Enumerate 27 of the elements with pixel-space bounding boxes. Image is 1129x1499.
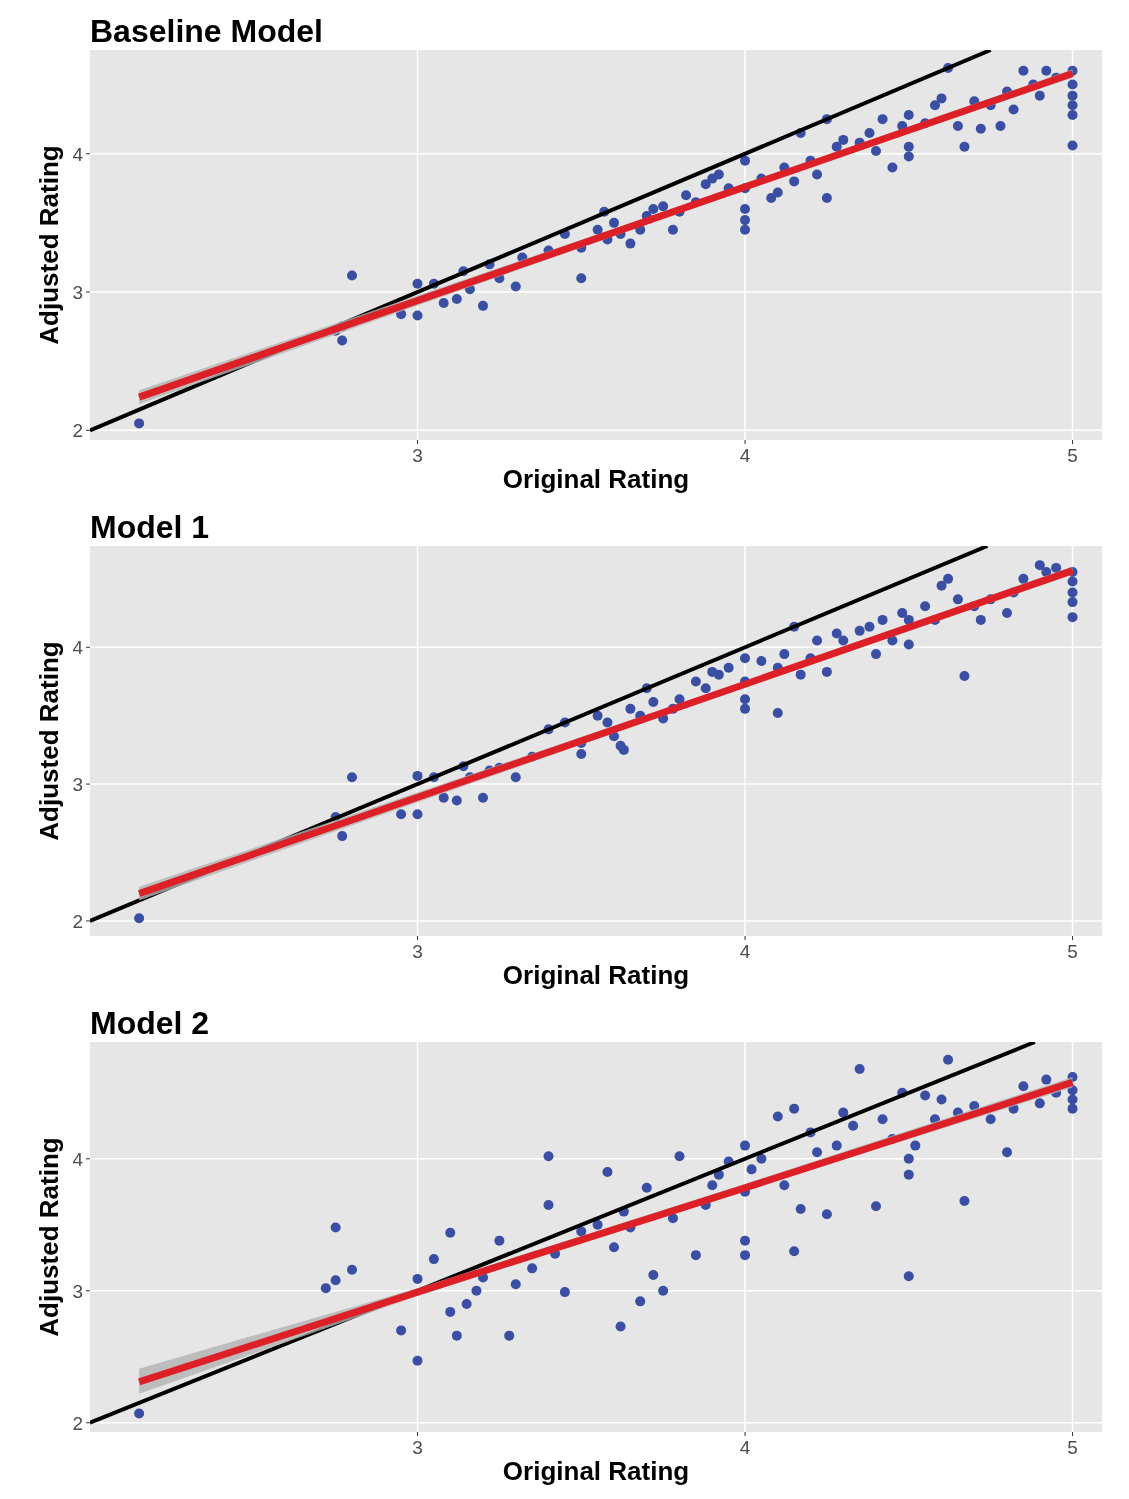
y-axis-title: Adjusted Rating [34, 1137, 64, 1337]
y-tick-label: 4 [72, 143, 84, 165]
y-tick-label: 4 [72, 1148, 84, 1170]
y-tick-label: 3 [72, 774, 83, 796]
x-tick-label: 5 [1067, 445, 1078, 466]
y-tick-label: 3 [72, 282, 83, 304]
x-tick-label: 5 [1067, 941, 1078, 962]
chart-title: Baseline Model [90, 13, 323, 49]
y-tick-label: 2 [72, 1412, 83, 1434]
y-tick-label: 4 [72, 637, 84, 659]
x-tick-label: 5 [1067, 1437, 1078, 1458]
x-axis-title: Original Rating [502, 464, 690, 494]
x-tick-label: 3 [412, 941, 423, 962]
x-tick-label: 3 [412, 445, 423, 466]
y-axis-title: Adjusted Rating [34, 641, 64, 841]
y-tick-label: 2 [72, 420, 83, 442]
chart-title: Model 1 [90, 509, 210, 545]
x-axis-title: Original Rating [502, 960, 690, 990]
x-tick-label: 4 [739, 445, 751, 466]
y-axis-title: Adjusted Rating [34, 145, 64, 345]
x-tick-label: 4 [739, 941, 751, 962]
chart-title: Model 2 [90, 1005, 210, 1041]
x-tick-label: 3 [412, 1437, 423, 1458]
x-axis-title: Original Rating [502, 1456, 690, 1486]
y-tick-label: 3 [72, 1280, 83, 1302]
x-tick-label: 4 [739, 1437, 751, 1458]
y-tick-label: 2 [72, 910, 83, 932]
